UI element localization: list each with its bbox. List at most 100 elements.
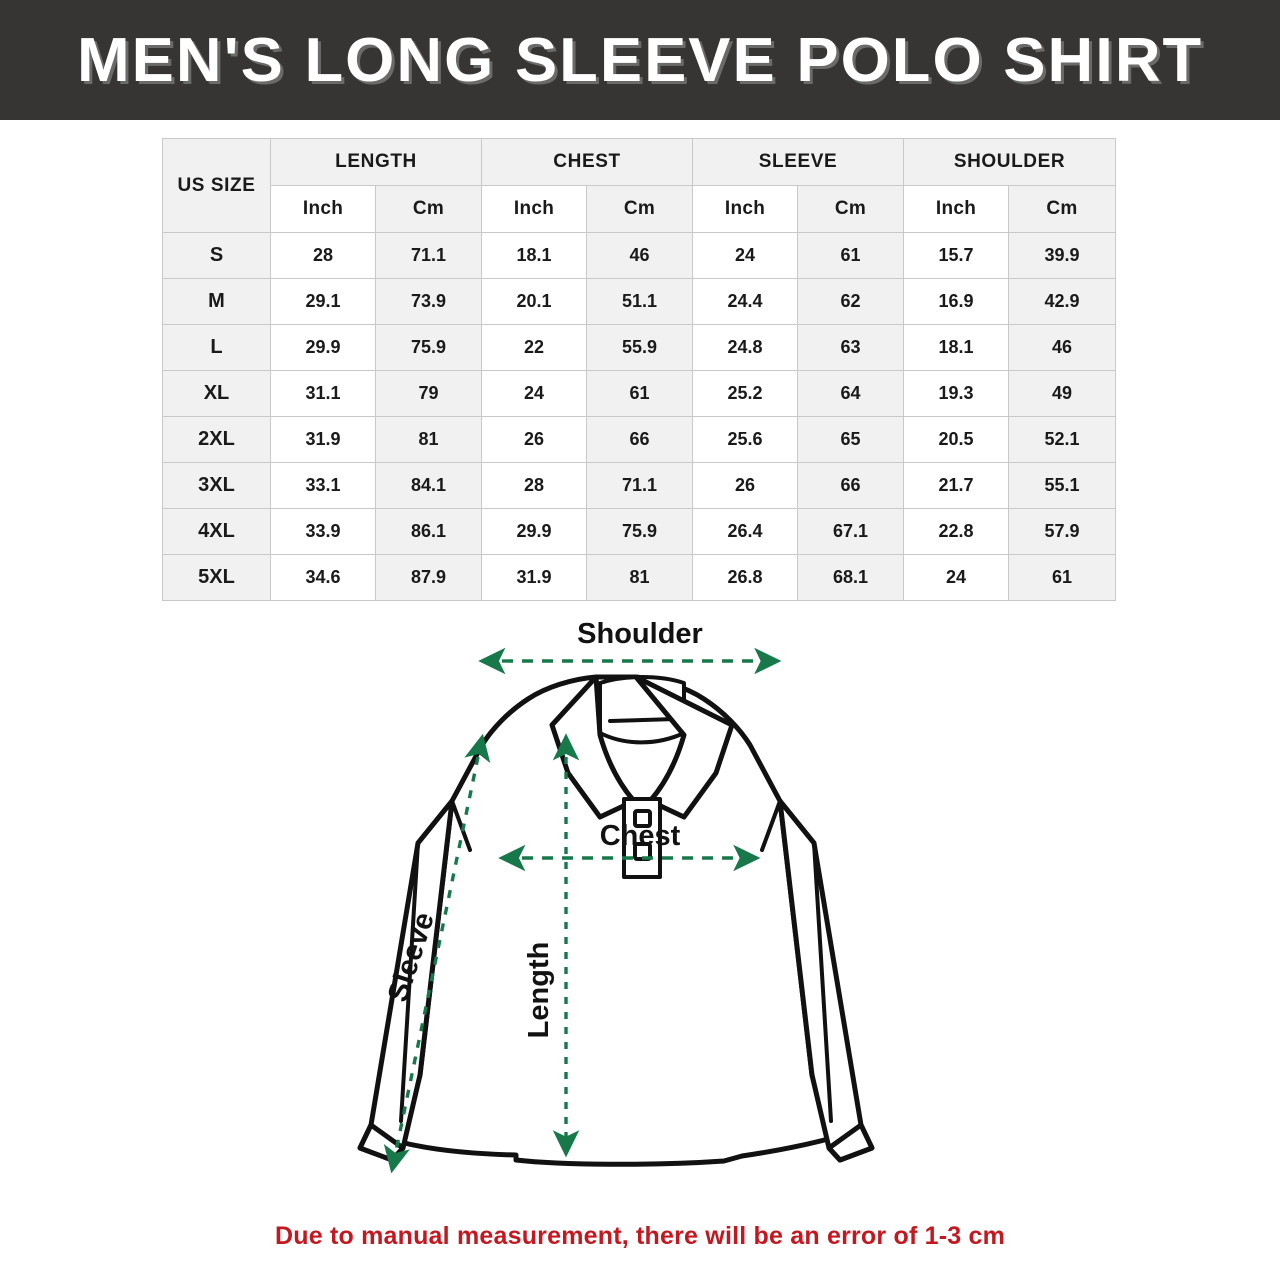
cell-chest-inch: 31.9 [481,554,587,601]
cell-shoulder-cm: 46 [1008,324,1117,371]
cell-chest-inch: 29.9 [481,508,587,555]
cell-chest-inch: 18.1 [481,232,587,279]
group-header-row: US SIZE LENGTH CHEST SLEEVE SHOULDER [162,138,1117,233]
table-row: 5XL 34.6 87.9 31.9 81 26.8 68.1 24 61 [162,554,1117,601]
cell-sleeve-cm: 67.1 [796,508,905,555]
group-header-sleeve: SLEEVE [691,138,905,186]
size-chart-table-wrapper: US SIZE LENGTH CHEST SLEEVE SHOULDER Inc… [162,138,1117,601]
cell-chest-cm: 66 [586,416,693,463]
cell-chest-inch: 28 [481,462,587,509]
cell-length-cm: 81 [375,416,482,463]
size-chart-table: US SIZE LENGTH CHEST SLEEVE SHOULDER Inc… [162,138,1117,601]
unit-header-length-cm: Cm [375,185,482,233]
cell-length-inch: 31.9 [270,416,376,463]
cell-length-inch: 33.1 [270,462,376,509]
table-row: 2XL 31.9 81 26 66 25.6 65 20.5 52.1 [162,416,1117,463]
cell-sleeve-cm: 65 [796,416,905,463]
cell-size: 2XL [162,416,271,463]
unit-header-shoulder-cm: Cm [1008,185,1117,233]
unit-header-chest-cm: Cm [586,185,693,233]
cell-shoulder-inch: 24 [903,554,1010,601]
group-header-us-size: US SIZE [162,138,271,233]
cell-size: 5XL [162,554,271,601]
title-banner: MEN'S LONG SLEEVE POLO SHIRT [0,0,1280,120]
cell-shoulder-inch: 19.3 [903,370,1010,417]
cell-shoulder-inch: 22.8 [903,508,1010,555]
button-top [633,809,652,828]
table-row: S 28 71.1 18.1 46 24 61 15.7 39.9 [162,232,1117,279]
cell-sleeve-inch: 25.6 [692,416,798,463]
cell-size: 4XL [162,508,271,555]
unit-header-length-inch: Inch [270,185,376,233]
cell-chest-cm: 46 [586,232,693,279]
cell-length-inch: 28 [270,232,376,279]
cell-length-inch: 31.1 [270,370,376,417]
cell-chest-cm: 61 [586,370,693,417]
label-chest: Chest [600,820,681,852]
cell-sleeve-cm: 63 [796,324,905,371]
cell-length-cm: 86.1 [375,508,482,555]
label-length: Length [523,942,555,1039]
cell-chest-inch: 20.1 [481,278,587,325]
cell-size: 3XL [162,462,271,509]
table-row: L 29.9 75.9 22 55.9 24.8 63 18.1 46 [162,324,1117,371]
cell-sleeve-cm: 66 [796,462,905,509]
cell-sleeve-inch: 25.2 [692,370,798,417]
cell-sleeve-cm: 64 [796,370,905,417]
cell-shoulder-inch: 15.7 [903,232,1010,279]
unit-header-row: Inch Cm Inch Cm Inch Cm Inch Cm [163,185,1117,233]
group-header-shoulder: SHOULDER [903,138,1117,186]
cell-chest-cm: 75.9 [586,508,693,555]
cell-length-cm: 79 [375,370,482,417]
unit-header-sleeve-inch: Inch [692,185,798,233]
cell-sleeve-inch: 24.4 [692,278,798,325]
unit-header-sleeve-cm: Cm [796,185,905,233]
unit-header-shoulder-inch: Inch [903,185,1010,233]
table-row: 4XL 33.9 86.1 29.9 75.9 26.4 67.1 22.8 5… [162,508,1117,555]
sleeve-arrow [383,733,491,1174]
cell-shoulder-cm: 49 [1008,370,1117,417]
cell-length-inch: 34.6 [270,554,376,601]
cell-sleeve-cm: 62 [796,278,905,325]
cell-shoulder-cm: 52.1 [1008,416,1117,463]
cell-size: L [162,324,271,371]
cell-chest-cm: 51.1 [586,278,693,325]
cell-shoulder-cm: 55.1 [1008,462,1117,509]
measurement-arrows [383,647,782,1174]
cell-length-cm: 75.9 [375,324,482,371]
cell-length-cm: 71.1 [375,232,482,279]
cell-length-inch: 29.9 [270,324,376,371]
group-header-length: LENGTH [270,138,482,186]
cell-sleeve-inch: 26.4 [692,508,798,555]
cell-sleeve-cm: 68.1 [796,554,905,601]
table-body: S 28 71.1 18.1 46 24 61 15.7 39.9 M 29.1… [162,232,1117,601]
cell-chest-inch: 26 [481,416,587,463]
shirt-body-outline [397,674,835,1167]
collar-stand-fold [608,717,678,723]
cell-chest-cm: 81 [586,554,693,601]
table-row: XL 31.1 79 24 61 25.2 64 19.3 49 [162,370,1117,417]
cell-size: S [162,232,271,279]
cell-chest-cm: 71.1 [586,462,693,509]
cell-shoulder-cm: 42.9 [1008,278,1117,325]
cell-chest-inch: 24 [481,370,587,417]
cell-sleeve-inch: 24.8 [692,324,798,371]
cell-shoulder-inch: 16.9 [903,278,1010,325]
cell-sleeve-inch: 26.8 [692,554,798,601]
table-row: M 29.1 73.9 20.1 51.1 24.4 62 16.9 42.9 [162,278,1117,325]
cell-shoulder-cm: 57.9 [1008,508,1117,555]
label-shoulder: Shoulder [577,618,703,650]
cell-length-cm: 73.9 [375,278,482,325]
collar-left-wing [549,674,637,820]
shirt-measurement-diagram: Shoulder Chest Length Sleeve [0,605,1280,1220]
measurement-error-note: Due to manual measurement, there will be… [274,1222,1006,1250]
unit-header-chest-inch: Inch [481,185,587,233]
cell-shoulder-inch: 18.1 [903,324,1010,371]
collar-right-wing [633,674,735,820]
cell-size: XL [162,370,271,417]
cell-sleeve-cm: 61 [796,232,905,279]
table-row: 3XL 33.1 84.1 28 71.1 26 66 21.7 55.1 [162,462,1117,509]
cell-shoulder-cm: 39.9 [1008,232,1117,279]
right-sleeve-seam [812,841,833,1123]
cell-shoulder-inch: 20.5 [903,416,1010,463]
